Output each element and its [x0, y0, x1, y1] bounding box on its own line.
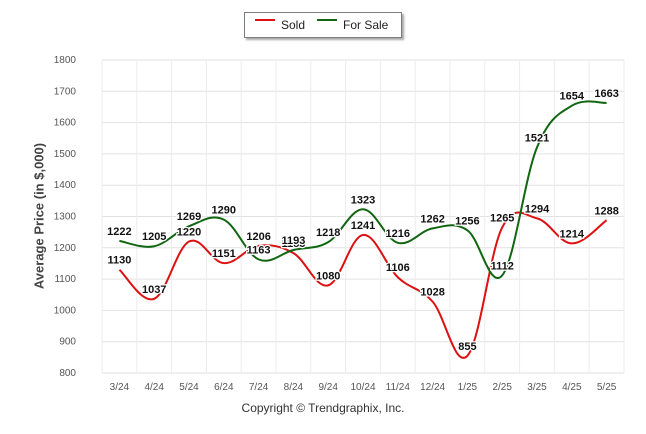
x-tick-label: 1/25	[458, 382, 478, 393]
data-label-for-sale: 1256	[455, 215, 479, 227]
data-label-for-sale: 1323	[351, 194, 375, 206]
x-tick-label: 3/25	[527, 382, 547, 393]
data-label-for-sale: 1269	[177, 211, 201, 223]
y-tick-label: 1200	[54, 243, 77, 254]
y-tick-label: 1600	[54, 118, 77, 129]
x-tick-label: 12/24	[420, 382, 445, 393]
data-label-for-sale: 1163	[247, 244, 271, 256]
y-tick-label: 800	[59, 368, 76, 379]
y-tick-label: 1700	[54, 86, 77, 97]
data-label-for-sale: 1262	[420, 213, 444, 225]
data-label-sold: 1037	[142, 284, 166, 296]
copyright-footer: Copyright © Trendgraphix, Inc.	[241, 401, 405, 415]
data-label-sold: 1080	[316, 270, 340, 282]
data-label-for-sale: 1205	[142, 231, 166, 243]
data-label-sold: 1288	[594, 205, 618, 217]
x-tick-label: 4/24	[144, 382, 164, 393]
data-label-sold: 1265	[490, 212, 514, 224]
data-label-for-sale: 1521	[525, 132, 549, 144]
x-tick-label: 4/25	[562, 382, 582, 393]
y-axis-label: Average Price (in $,000)	[31, 142, 47, 290]
x-tick-label: 5/24	[179, 382, 199, 393]
data-label-sold: 1241	[351, 220, 375, 232]
legend-swatch-sold	[255, 19, 275, 21]
y-tick-label: 1400	[54, 180, 77, 191]
legend-swatch-for-sale	[317, 19, 337, 21]
x-tick-label: 3/24	[110, 382, 130, 393]
x-tick-label: 7/24	[249, 382, 269, 393]
data-label-for-sale: 1216	[386, 228, 410, 240]
x-tick-label: 2/25	[492, 382, 512, 393]
data-labels: 1130 1037 1220 1151 1206 1183 1080 1241 1106 1028…	[106, 87, 620, 354]
data-label-for-sale: 1654	[560, 91, 585, 103]
data-label-sold: 1206	[246, 231, 270, 243]
data-label-sold: 1214	[560, 228, 585, 240]
data-label-sold: 1130	[107, 255, 131, 267]
grid-lines	[101, 59, 625, 374]
x-tick-label: 6/24	[214, 382, 234, 393]
data-label-sold: 1183	[281, 238, 305, 250]
data-label-for-sale: 1222	[107, 226, 131, 238]
x-tick-label: 9/24	[318, 382, 338, 393]
data-label-sold: 855	[458, 341, 476, 353]
data-label-for-sale: 1218	[316, 227, 340, 239]
x-tick-label: 8/24	[284, 382, 304, 393]
series-line-for-sale	[119, 100, 607, 279]
data-label-sold: 1028	[420, 287, 444, 299]
legend: Sold For Sale	[244, 12, 402, 38]
data-label-for-sale: 1112	[491, 260, 514, 272]
data-label-for-sale: 1290	[212, 205, 236, 217]
y-axis: 800 900 1000 1100 1200 1300 1400 1500 1600 1700 18…	[54, 55, 77, 379]
legend-label-sold[interactable]: Sold	[281, 18, 306, 32]
data-label-sold: 1220	[177, 227, 201, 239]
data-label-sold: 1151	[212, 248, 236, 260]
x-axis: 3/24 4/24 5/24 6/24 7/24 8/24 9/24 10/24 11/24 12…	[110, 382, 617, 393]
y-tick-label: 1000	[54, 305, 77, 316]
y-tick-label: 900	[59, 337, 76, 348]
data-label-sold: 1106	[386, 262, 410, 274]
data-label-for-sale: 1193	[281, 235, 305, 247]
y-tick-label: 1800	[54, 55, 77, 66]
y-tick-label: 1100	[54, 274, 76, 285]
y-tick-label: 1500	[54, 149, 77, 160]
data-label-sold: 1294	[525, 203, 550, 215]
legend-label-for-sale[interactable]: For Sale	[343, 18, 389, 32]
x-tick-label: 10/24	[350, 382, 375, 393]
data-label-for-sale: 1663	[594, 88, 618, 100]
x-tick-label: 5/25	[597, 382, 617, 393]
x-tick-label: 11/24	[386, 382, 411, 393]
y-tick-label: 1300	[54, 212, 77, 223]
series-lines	[118, 100, 608, 359]
